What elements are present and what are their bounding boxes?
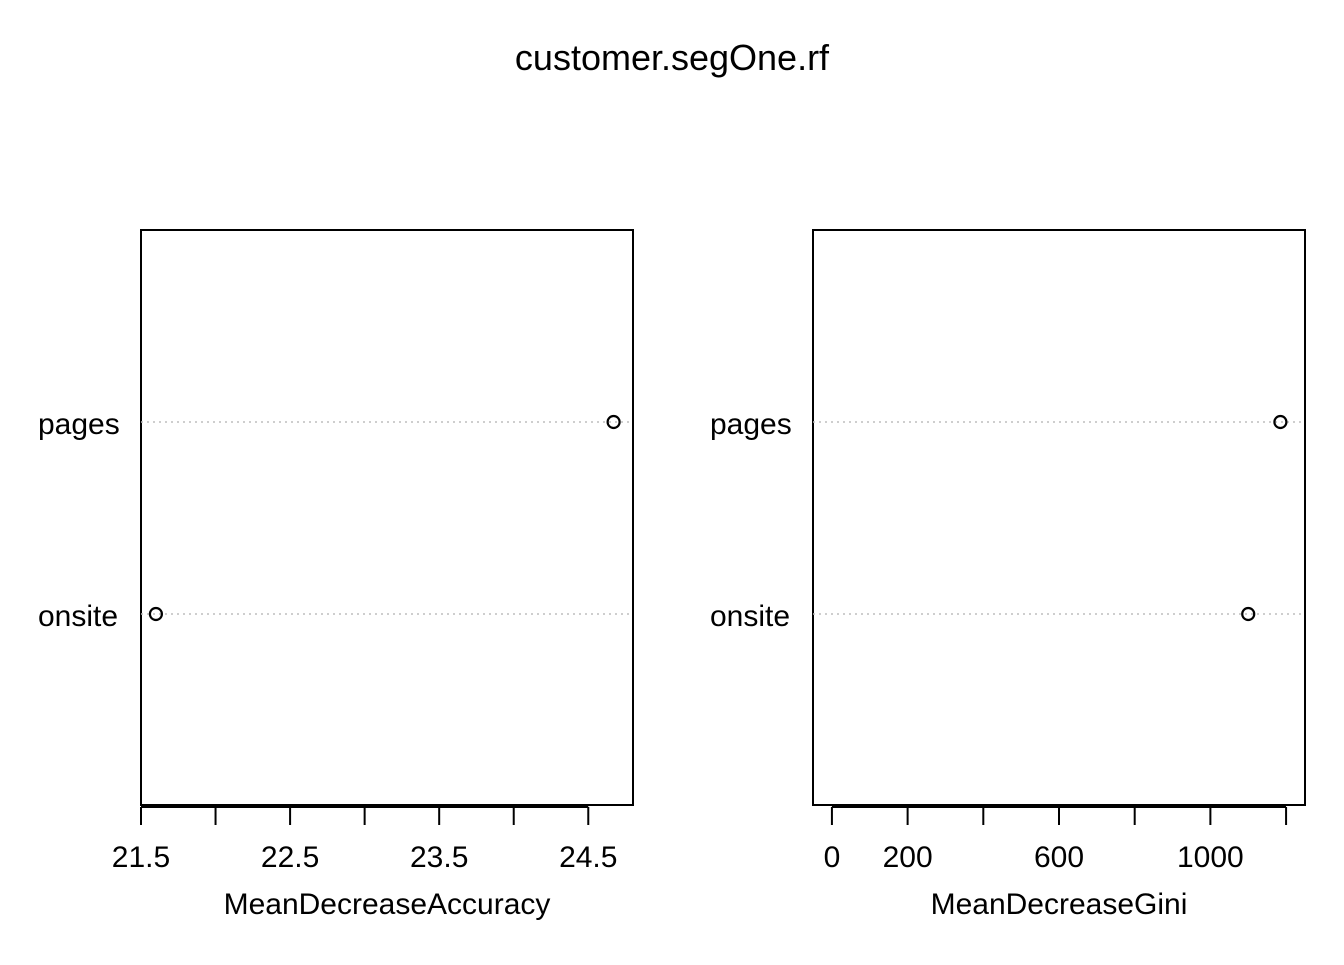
panel-1: pages onsite 21.5 22.5 23.5 24.5MeanDecreaseA… — [38, 229, 634, 921]
x-tick-label: 0 — [824, 841, 841, 874]
point-pages — [1273, 414, 1288, 430]
panel-frame — [812, 229, 1306, 806]
category-label-pages: pages — [38, 408, 120, 441]
x-tick-label: 600 — [1034, 841, 1084, 874]
x-tick-label: 24.5 — [559, 841, 617, 874]
point-onsite — [148, 606, 164, 622]
x-tick-label: 23.5 — [410, 841, 468, 874]
panel-frame — [140, 229, 634, 806]
x-tick-label: 21.5 — [112, 841, 170, 874]
point-pages — [606, 414, 621, 430]
x-tick-label: 1000 — [1177, 841, 1244, 874]
category-label-onsite: onsite — [38, 600, 118, 633]
x-axis-label: MeanDecreaseAccuracy — [224, 888, 551, 921]
category-label-onsite: onsite — [710, 600, 790, 633]
chart-title: customer.segOne.rf — [515, 37, 830, 78]
point-onsite — [1241, 606, 1256, 622]
panel-2: pages onsite 0 200 600 1000 MeanDecreaseGini — [710, 229, 1306, 921]
x-tick-label: 200 — [883, 841, 933, 874]
x-axis-label: MeanDecreaseGini — [931, 888, 1188, 921]
panels-layer: pages onsite 21.5 22.5 23.5 24.5MeanDecreaseA… — [38, 229, 1306, 921]
x-tick-label: 22.5 — [261, 841, 319, 874]
category-label-pages: pages — [710, 408, 792, 441]
